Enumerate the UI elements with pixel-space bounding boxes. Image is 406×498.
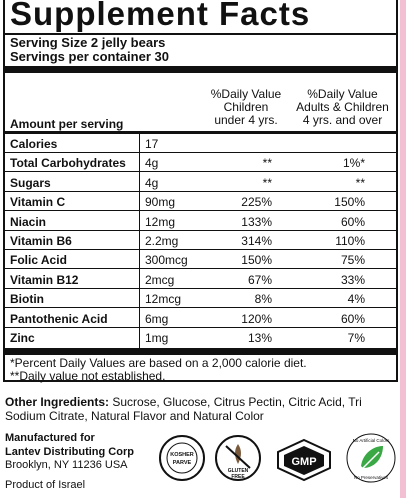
mfr-line3: Brooklyn, NY 11236 USA <box>5 459 128 471</box>
nutrient-row: Biotin 12mcg 8% 4% <box>5 289 396 309</box>
svg-text:KOSHER: KOSHER <box>170 452 194 458</box>
gmp-badge-icon: GMP <box>277 438 331 482</box>
footnote-percent: *Percent Daily Values are based on a 2,0… <box>10 356 307 370</box>
gluten-free-badge-icon: GLUTEN FREE <box>215 435 261 481</box>
svg-text:GMP: GMP <box>291 456 316 468</box>
nutrient-amount: 300mcg <box>145 253 188 268</box>
nutrient-row: Vitamin C 90mg 225% 150% <box>5 192 396 212</box>
other-ingredients: Other Ingredients: Sucrose, Glucose, Cit… <box>5 395 390 423</box>
row-separator <box>5 152 396 153</box>
nutrient-amount: 4g <box>145 175 159 190</box>
mfr-line1: Manufactured for <box>5 432 95 444</box>
nutrient-name: Biotin <box>10 292 44 307</box>
thick-rule-top <box>5 66 396 73</box>
row-separator <box>5 287 396 289</box>
row-separator <box>5 249 396 250</box>
title-rule <box>5 33 396 35</box>
nutrient-name: Zinc <box>10 331 35 345</box>
ingredients-label: Other Ingredients: <box>5 395 110 409</box>
nutrient-amount: 2mcg <box>145 272 175 287</box>
nutrient-name: Calories <box>10 137 58 151</box>
nutrient-row: Calories 17 <box>5 134 396 153</box>
column-header-adults: %Daily Value Adults & Children 4 yrs. an… <box>296 87 389 127</box>
nutrient-row: Niacin 12mg 133% 60% <box>5 212 396 231</box>
dv-children: 8% <box>254 292 272 307</box>
dv-adults: 110% <box>335 234 365 248</box>
no-artificial-colors-badge-icon: No Artificial Colors No Preservatives <box>346 433 396 483</box>
row-separator <box>5 190 396 192</box>
nutrient-name: Vitamin B6 <box>10 234 72 248</box>
svg-text:PARVE: PARVE <box>173 460 192 466</box>
nutrient-name: Vitamin B12 <box>10 272 79 287</box>
footnote-daily-value: **Daily value not established. <box>10 369 166 383</box>
row-separator <box>5 307 396 309</box>
nutrient-row: Folic Acid 300mcg 150% 75% <box>5 250 396 270</box>
dv-children: 120% <box>241 311 272 326</box>
row-separator <box>5 229 396 231</box>
dv-children: 314% <box>241 234 272 248</box>
column-header-children: %Daily Value Children under 4 yrs. <box>210 87 282 127</box>
serving-size: Serving Size 2 jelly bears <box>10 35 166 50</box>
nutrient-name: Total Carbohydrates <box>10 156 126 171</box>
dv-children: 13% <box>247 331 272 345</box>
dv-children: ** <box>262 156 272 171</box>
nutrient-amount: 1mg <box>145 331 169 345</box>
nutrient-amount: 2.2mg <box>145 234 179 248</box>
thick-rule-bottom <box>5 348 396 355</box>
nutrient-name: Niacin <box>10 214 47 229</box>
ingredients-text: Sucrose, Glucose, Citrus Pectin, Citric … <box>5 395 362 423</box>
nutrient-amount: 6mg <box>145 311 169 326</box>
kosher-badge-icon: KOSHER PARVE <box>159 435 205 481</box>
dv-children: 67% <box>247 272 272 287</box>
column-divider <box>139 133 140 348</box>
dv-children: 133% <box>241 214 272 229</box>
nutrient-row: Zinc 1mg 13% 7% <box>5 328 396 347</box>
dv-children: 225% <box>241 195 272 210</box>
manufacturer-info: Manufactured for Lantev Distributing Cor… <box>5 432 134 492</box>
nutrient-amount: 4g <box>145 156 159 171</box>
dv-adults: ** <box>355 175 365 190</box>
nutrient-row: Vitamin B12 2mcg 67% 33% <box>5 270 396 289</box>
dv-adults: 150% <box>334 195 365 210</box>
row-separator <box>5 268 396 270</box>
column-header-amount: Amount per serving <box>10 117 124 131</box>
nutrient-amount: 17 <box>145 137 159 151</box>
nutrient-amount: 90mg <box>145 195 176 210</box>
dv-adults: 60% <box>340 214 365 229</box>
row-separator <box>5 210 396 212</box>
mfr-line4: Product of Israel <box>5 478 86 491</box>
nutrient-name: Pantothenic Acid <box>10 311 108 326</box>
svg-text:GLUTEN: GLUTEN <box>228 468 249 474</box>
dv-adults: 7% <box>347 331 365 345</box>
row-separator <box>5 171 396 173</box>
svg-text:FREE: FREE <box>231 474 245 480</box>
pink-edge <box>400 0 406 498</box>
mfr-line2: Lantev Distributing Corp <box>5 445 134 458</box>
dv-adults: 33% <box>340 272 365 287</box>
panel-title: Supplement Facts <box>10 0 311 32</box>
nutrient-amount: 12mcg <box>145 292 182 307</box>
dv-children: ** <box>262 175 272 190</box>
supplement-facts-panel: Supplement Facts Serving Size 2 jelly be… <box>3 0 398 383</box>
nutrient-row: Vitamin B6 2.2mg 314% 110% <box>5 231 396 250</box>
dv-children: 150% <box>241 253 272 268</box>
servings-per-container: Servings per container 30 <box>10 49 169 64</box>
nutrient-row: Pantothenic Acid 6mg 120% 60% <box>5 309 396 328</box>
nutrient-row: Sugars 4g ** ** <box>5 173 396 192</box>
nutrient-row: Total Carbohydrates 4g ** 1%* <box>5 153 396 173</box>
svg-text:No Artificial Colors: No Artificial Colors <box>353 438 391 443</box>
dv-adults: 60% <box>340 311 365 326</box>
svg-text:No Preservatives: No Preservatives <box>354 475 389 480</box>
header-rule <box>5 131 396 134</box>
nutrient-name: Sugars <box>10 175 51 190</box>
dv-adults: 75% <box>340 253 365 268</box>
dv-adults: 4% <box>347 292 365 307</box>
nutrient-amount: 12mg <box>145 214 176 229</box>
row-separator <box>5 326 396 328</box>
nutrient-name: Folic Acid <box>10 253 67 268</box>
dv-adults: 1%* <box>342 156 365 171</box>
nutrient-name: Vitamin C <box>10 195 66 210</box>
